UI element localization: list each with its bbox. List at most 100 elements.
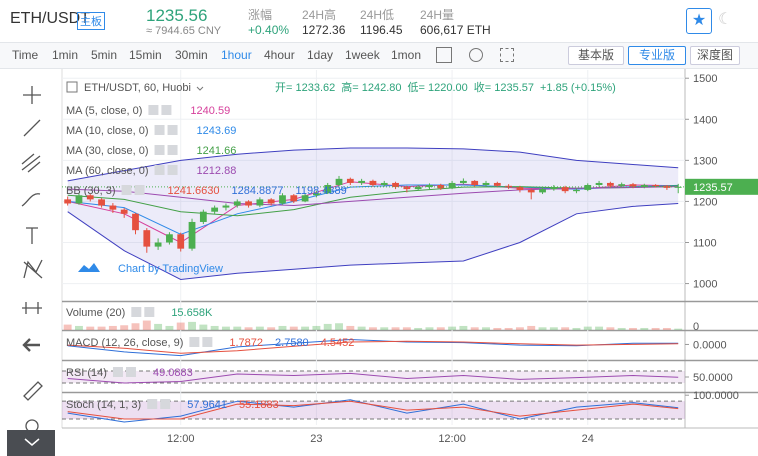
- volume-bar: [210, 325, 219, 330]
- favorite-button[interactable]: ★: [686, 8, 712, 34]
- stat-value: 1272.36: [302, 23, 346, 37]
- volume-bar: [583, 326, 592, 330]
- interval[interactable]: 1hour: [221, 48, 252, 62]
- candle-body: [188, 221, 196, 249]
- interval[interactable]: Time: [12, 48, 39, 62]
- volume-bar: [154, 323, 163, 330]
- legend-title: BB (30, 3): [66, 185, 116, 197]
- text-tool[interactable]: [26, 227, 38, 244]
- ruler-tool[interactable]: [23, 381, 43, 401]
- last-price-tag: [685, 178, 758, 195]
- candle-body: [98, 199, 105, 206]
- candle-body: [392, 182, 399, 188]
- interval[interactable]: 1week: [345, 48, 380, 62]
- ohlc-legend: 高= 1242.80: [341, 80, 401, 94]
- ohlc-legend: 开= 1233.62: [275, 82, 335, 94]
- fib-tool[interactable]: [21, 153, 41, 173]
- interval[interactable]: 1mon: [391, 48, 422, 62]
- legend-title: MA (5, close, 0): [66, 105, 142, 117]
- legend-close: [134, 185, 145, 195]
- candle-body: [143, 230, 151, 247]
- brush-tool[interactable]: [21, 193, 41, 207]
- background: [0, 68, 758, 456]
- volume-bar: [165, 325, 174, 330]
- volume-bar: [414, 327, 423, 330]
- chevron: [24, 438, 40, 446]
- volume-bar: [131, 323, 140, 330]
- legend-value: 1212.88: [197, 165, 237, 177]
- version-button[interactable]: 专业版: [628, 46, 686, 65]
- stat-value: 1196.45: [360, 23, 403, 37]
- volume-bar: [142, 320, 151, 330]
- indicator-button[interactable]: [436, 47, 452, 63]
- stat-value: +0.40%: [248, 23, 290, 37]
- line-tool[interactable]: [23, 119, 41, 137]
- legend-close: [144, 307, 155, 317]
- interval[interactable]: 4hour: [264, 48, 295, 62]
- x-tick-label: 12:00: [438, 433, 466, 445]
- candle-body: [573, 189, 580, 192]
- fullscreen-button[interactable]: [500, 48, 514, 62]
- volume-bar: [493, 327, 502, 330]
- candle-body: [618, 184, 626, 186]
- volume-bar: [436, 327, 445, 330]
- toolbar: Time 1min 5min 15min 30min 1hour 4hour 1day 1wee…: [0, 43, 758, 69]
- y-tick-label: 1100: [693, 238, 717, 250]
- volume-bar: [459, 325, 468, 330]
- volume-bar: [97, 326, 106, 330]
- symbol: ETH/USDT: [10, 10, 90, 27]
- back-tool[interactable]: [22, 338, 40, 352]
- version-button[interactable]: 深度图: [690, 46, 740, 65]
- candle-body: [493, 182, 501, 186]
- candle-body: [267, 199, 275, 204]
- legend-settings: [154, 165, 165, 175]
- interval[interactable]: 1min: [52, 48, 79, 62]
- candle-body: [346, 178, 354, 183]
- pattern-tool[interactable]: [23, 259, 43, 279]
- collapse-button[interactable]: [7, 430, 55, 456]
- settings-button[interactable]: [469, 48, 483, 62]
- legend-settings: [154, 145, 165, 155]
- version-button[interactable]: 基本版: [568, 46, 624, 65]
- interval[interactable]: 5min: [91, 48, 118, 62]
- plot-area: 12:00 23 12:00 24 1000 1100 1200 1300 1400 1500 12…: [61, 68, 758, 445]
- volume-bar: [255, 326, 264, 330]
- volume-bar: [335, 323, 343, 330]
- crosshair-tool[interactable]: [23, 86, 41, 104]
- legend-title: Volume (20): [66, 307, 125, 319]
- volume-bar: [368, 327, 377, 330]
- watermark: Chart by TradingView: [118, 263, 223, 275]
- candle-body: [86, 195, 94, 200]
- volume-bar: [391, 327, 400, 330]
- candle-body: [595, 182, 603, 185]
- y-tick-label: 0.0000: [693, 339, 727, 351]
- x-tick-label: 23: [310, 433, 322, 445]
- candle-body: [369, 180, 377, 185]
- candle-body: [120, 209, 128, 214]
- header: ETH/USDT 主板 1235.56 ≈ 7944.65 CNY 涨幅 +0.4…: [0, 0, 758, 43]
- volume-bar: [221, 326, 230, 330]
- x-tick-label: 12:00: [167, 433, 195, 445]
- theme-button[interactable]: ☾: [718, 11, 733, 28]
- candle-body: [606, 182, 614, 186]
- volume-bar: [278, 325, 287, 330]
- candle-body: [505, 185, 513, 188]
- badge: 主板: [77, 12, 105, 30]
- candle-body: [652, 185, 659, 186]
- legend-value: 1241.66: [197, 145, 237, 157]
- interval[interactable]: 30min: [175, 48, 208, 62]
- interval[interactable]: 15min: [129, 48, 162, 62]
- interval[interactable]: 1day: [307, 48, 334, 62]
- volume-bar: [629, 327, 637, 330]
- legend-close: [125, 367, 136, 377]
- candle-body: [561, 187, 569, 192]
- legend-title: MA (60, close, 0): [66, 165, 149, 177]
- measure-tool[interactable]: [22, 302, 42, 314]
- volume-bar: [549, 327, 558, 330]
- band-fill: [62, 371, 685, 383]
- drawing-tools[interactable]: [21, 86, 43, 433]
- candle-body: [426, 185, 433, 188]
- volume-bar: [402, 327, 411, 330]
- candle-body: [199, 211, 207, 222]
